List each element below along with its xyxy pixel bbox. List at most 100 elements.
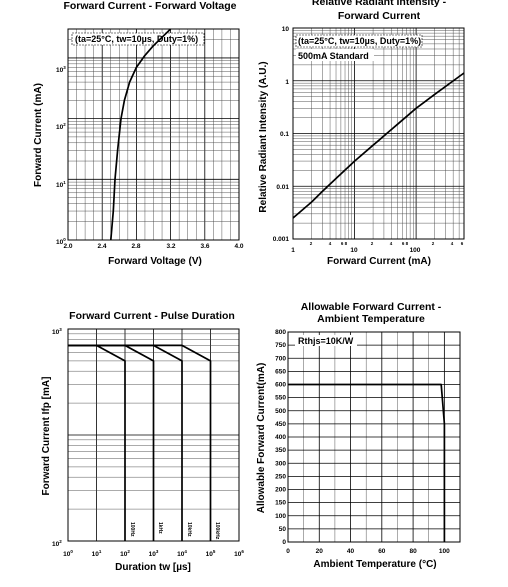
chart2-x-tick: 100	[410, 247, 421, 254]
chart2-standard-note: 500mA Standard	[298, 51, 369, 61]
chart1-annotation: (ta=25°C, tw=10µs, Duty=1%)	[75, 34, 198, 44]
chart2-y-axis-label: Relative Radiant Intensity (A.U.)	[258, 61, 269, 212]
chart3-x-axis-label: Duration tw [µs]	[115, 562, 191, 573]
chart1-x-tick: 3.2	[166, 243, 175, 250]
chart1-y-tick: 100	[56, 237, 66, 246]
chart3-y-tick: 102	[52, 539, 62, 548]
chart4-y-tick: 650	[275, 368, 286, 375]
chart2-x-minor-labels: 2 4 6 8 2 4 6 8 2 4 6	[310, 241, 464, 246]
chart3-x-tick: 106	[234, 549, 244, 558]
chart2-title-line2: Forward Current	[338, 10, 421, 22]
chart2-y-tick: 10	[282, 26, 290, 33]
chart2-x-minor-label: 2	[371, 241, 374, 246]
chart4-y-tick: 300	[275, 460, 286, 467]
chart3-series-label: 100Hz	[129, 522, 135, 537]
chart4-y-tick: 200	[275, 487, 286, 494]
chart4-x-tick: 100	[439, 548, 450, 555]
chart4-y-tick: 100	[275, 513, 286, 520]
chart1-y-tick: 103	[56, 65, 66, 74]
chart3-y-tick: 103	[52, 327, 62, 336]
chart2-x-minor-label: 2	[310, 241, 313, 246]
chart1-x-axis-label: Forward Voltage (V)	[108, 256, 202, 267]
chart3-curve-1khz	[68, 344, 155, 541]
chart4-y-tick: 250	[275, 473, 286, 480]
chart4-title-line1: Allowable Forward Current -	[301, 301, 442, 313]
chart-allowable-current-vs-temperature: Allowable Forward Current - Ambient Temp…	[256, 301, 461, 570]
chart1-x-tick: 2.4	[97, 243, 106, 250]
chart4-y-axis-label: Allowable Forward Current(mA)	[256, 363, 267, 514]
chart2-annotation: (ta=25°C, tw=10µs, Duty=1%)	[298, 36, 421, 46]
chart4-annotation-bg	[295, 335, 357, 346]
chart3-x-tick: 104	[177, 549, 187, 558]
chart1-plot-area	[67, 28, 240, 241]
chart2-y-tick: 1	[285, 79, 289, 86]
chart2-y-ticks: 0.001 0.01 0.1 1 10	[273, 26, 290, 243]
chart2-x-minor-label: 4	[329, 241, 332, 246]
chart2-plot-area	[292, 27, 465, 240]
chart2-x-tick: 10	[350, 247, 358, 254]
chart3-x-tick: 101	[92, 549, 102, 558]
chart3-x-tick: 100	[63, 549, 73, 558]
chart4-annotation: Rthjs=10K/W	[298, 336, 354, 346]
chart2-x-minor-label: 4	[390, 241, 393, 246]
chart3-x-tick: 102	[120, 549, 130, 558]
chart4-plot-area	[287, 331, 461, 543]
chart4-y-tick: 700	[275, 355, 286, 362]
chart4-y-tick: 550	[275, 395, 286, 402]
chart1-grid	[67, 28, 240, 241]
chart4-y-tick: 450	[275, 421, 286, 428]
chart1-y-tick: 102	[56, 122, 66, 131]
chart1-x-tick: 4.0	[234, 243, 243, 250]
chart4-y-tick: 50	[279, 526, 287, 533]
chart3-x-ticks: 100 101 102 103 104 105 106	[63, 549, 244, 558]
chart4-y-tick: 750	[275, 342, 286, 349]
chart3-y-axis-label: Forward Current Ifp [mA]	[41, 377, 52, 496]
chart4-y-tick: 150	[275, 500, 286, 507]
chart3-series-label: 1kHz	[157, 522, 163, 534]
chart3-series-label: 10kHz	[186, 522, 192, 537]
chart3-title: Forward Current - Pulse Duration	[69, 310, 235, 322]
chart2-x-axis-label: Forward Current (mA)	[327, 256, 431, 267]
chart4-x-tick: 60	[378, 548, 386, 555]
chart4-y-tick: 800	[275, 329, 286, 336]
chart3-y-ticks: 102 103	[52, 327, 62, 548]
chart4-y-tick: 600	[275, 382, 286, 389]
chart-forward-current-vs-voltage: Forward Current - Forward Voltage 2.0 2.…	[33, 0, 244, 267]
chart3-series-label: 100kHz	[214, 522, 220, 540]
chart1-x-tick: 2.8	[131, 243, 140, 250]
chart3-x-tick: 103	[149, 549, 159, 558]
chart-forward-current-vs-pulse-duration: Forward Current - Pulse Duration 102 103…	[41, 310, 244, 573]
chart4-y-ticks: 0 50 100 150 200 250 300 350 400 450 500 550 600 650 7…	[275, 329, 286, 546]
chart4-x-ticks: 0 20 40 60 80 100	[286, 548, 450, 555]
chart1-annotation-box	[71, 32, 205, 46]
chart1-iv-curve	[109, 28, 172, 241]
chart-relative-intensity-vs-current: Relative Radiant Intensity - Forward Cur…	[258, 0, 465, 267]
chart2-y-tick: 0.001	[273, 236, 290, 243]
chart4-x-tick: 20	[316, 548, 324, 555]
chart2-title-line1: Relative Radiant Intensity -	[312, 0, 447, 8]
chart2-x-minor-label: 4	[451, 241, 454, 246]
chart4-x-tick: 80	[409, 548, 417, 555]
chart2-intensity-curve	[292, 72, 465, 219]
chart2-x-minor-label: 6 8	[341, 241, 348, 246]
chart4-y-tick: 0	[282, 539, 286, 546]
chart4-derating-curve	[288, 383, 446, 542]
chart4-x-tick: 40	[347, 548, 355, 555]
chart2-grid	[292, 28, 465, 240]
chart2-y-tick: 0.01	[276, 184, 289, 191]
chart4-x-tick: 0	[286, 548, 290, 555]
chart1-y-ticks: 100 101 102 103	[56, 65, 66, 246]
chart1-x-tick: 2.0	[63, 243, 72, 250]
chart2-y-tick: 0.1	[280, 131, 289, 138]
chart1-x-tick: 3.6	[200, 243, 209, 250]
chart3-curve-100khz	[68, 344, 212, 541]
chart1-y-axis-label: Forward Current (mA)	[33, 83, 44, 187]
chart1-title: Forward Current - Forward Voltage	[63, 0, 236, 12]
chart2-x-minor-label: 6	[461, 241, 464, 246]
chart2-x-ticks: 1 10 100	[291, 247, 421, 254]
chart2-x-tick: 1	[291, 247, 295, 254]
chart4-y-tick: 350	[275, 447, 286, 454]
chart2-standard-box	[296, 49, 374, 61]
chart1-y-tick: 101	[56, 180, 66, 189]
